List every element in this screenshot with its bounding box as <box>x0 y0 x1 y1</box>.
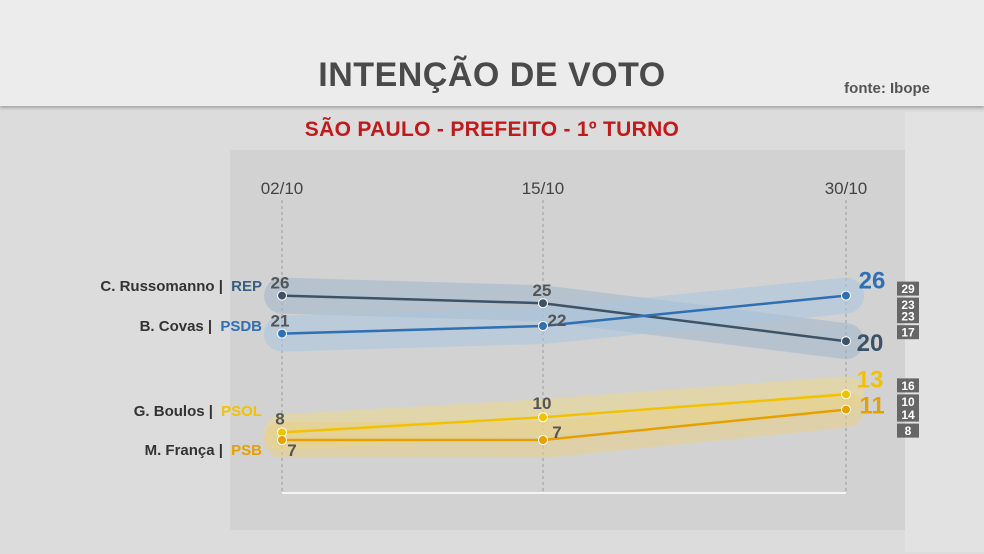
data-label: 26 <box>271 274 290 293</box>
x-tick-label: 02/10 <box>261 179 304 198</box>
legend-name: M. França <box>144 442 215 459</box>
data-label: 26 <box>859 268 886 295</box>
margin-box-high <box>897 281 919 296</box>
data-point <box>841 404 851 415</box>
margin-box-high <box>897 378 919 393</box>
margin-box-low <box>897 394 919 409</box>
data-label: 21 <box>271 312 290 331</box>
header-bar <box>0 0 984 106</box>
margin-low-label: 23 <box>901 298 915 312</box>
margin-box-low <box>897 325 919 340</box>
legend-party: PSOL <box>221 403 262 420</box>
margin-box-high <box>897 407 919 422</box>
source-label: fonte: Ibope <box>844 80 930 97</box>
margin-high-label: 23 <box>901 310 915 324</box>
margin-high-label: 14 <box>901 408 915 422</box>
data-point <box>841 290 851 301</box>
data-point <box>277 290 287 301</box>
data-point <box>538 321 548 331</box>
data-label: 11 <box>859 393 884 420</box>
data-label: 7 <box>552 423 561 442</box>
data-label: 8 <box>275 409 284 428</box>
data-label: 10 <box>533 394 552 413</box>
legend-party: PSDB <box>220 318 262 335</box>
legend-party: REP <box>231 278 262 295</box>
x-tick-label: 30/10 <box>825 179 868 198</box>
legend-boulos: G. Boulos | PSOL <box>133 403 262 420</box>
margin-high-label: 29 <box>901 282 915 296</box>
margin-low-label: 10 <box>901 395 915 409</box>
data-label: 22 <box>548 311 567 330</box>
data-point <box>538 435 548 445</box>
data-point <box>277 435 287 445</box>
legend-name: B. Covas <box>139 318 204 335</box>
data-label: 7 <box>287 441 296 460</box>
x-tick-label: 15/10 <box>522 179 565 198</box>
margin-low-label: 17 <box>901 326 915 340</box>
margin-low-label: 8 <box>905 424 912 438</box>
margin-box-low <box>897 423 919 438</box>
data-label: 25 <box>533 281 552 300</box>
margin-box-high <box>897 309 919 324</box>
legend-franca: M. França | PSB <box>144 442 262 459</box>
data-point <box>841 336 851 347</box>
chart-subtitle: SÃO PAULO - PREFEITO - 1º TURNO <box>304 118 680 141</box>
legend-name: G. Boulos <box>133 403 205 420</box>
margin-box-low <box>897 297 919 312</box>
data-point <box>538 412 548 423</box>
data-label: 13 <box>857 366 884 393</box>
data-point <box>841 389 851 400</box>
chart-title: INTENÇÃO DE VOTO <box>318 56 666 94</box>
legend-party: PSB <box>231 442 262 459</box>
data-label: 20 <box>857 330 884 357</box>
data-point <box>277 328 287 339</box>
legend-russomanno: C. Russomanno | REP <box>100 278 262 295</box>
margin-high-label: 16 <box>901 379 915 393</box>
legend-name: C. Russomanno <box>100 278 215 295</box>
legend-covas: B. Covas | PSDB <box>139 318 262 335</box>
data-point <box>538 298 548 309</box>
